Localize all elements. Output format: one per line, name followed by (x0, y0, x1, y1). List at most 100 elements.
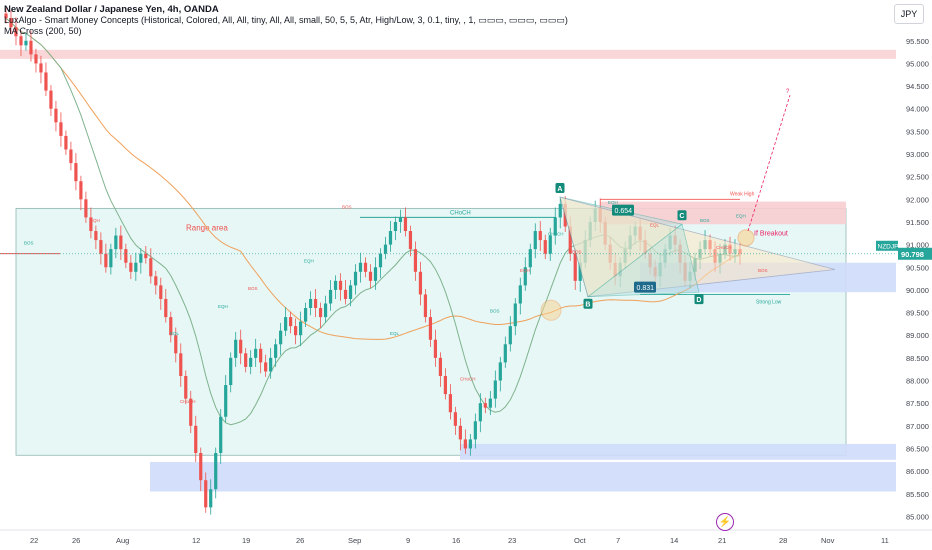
y-tick-label: 87.500 (906, 399, 929, 408)
candle-body (503, 344, 507, 363)
candle-body (358, 262, 363, 272)
candle-body (224, 385, 228, 417)
y-tick-label: 89.500 (906, 309, 929, 318)
candle-body (458, 425, 462, 440)
y-tick-label: 95.500 (906, 37, 929, 46)
candle-body (189, 398, 193, 426)
candle-body (269, 357, 273, 372)
candle-body (353, 271, 358, 286)
lightning-icon[interactable]: ⚡ (716, 513, 734, 531)
y-tick-label: 88.500 (906, 354, 929, 363)
candle-body (9, 18, 13, 28)
candle-body (313, 298, 318, 309)
x-tick-label: 28 (779, 536, 787, 545)
candle-body (19, 36, 23, 46)
symbol-badge (876, 240, 898, 251)
candle-body (523, 267, 527, 286)
breakout-circle (737, 229, 755, 247)
candle-body (448, 394, 452, 413)
smc-label: EQL (650, 222, 660, 227)
candle-body (229, 357, 233, 386)
candle-body (388, 231, 393, 245)
indicator-ma-legend[interactable]: MA Cross (200, 50) (4, 26, 82, 36)
low-demand-zone (150, 462, 896, 492)
candle-body (279, 330, 283, 345)
candle-body (274, 344, 278, 358)
candle-body (199, 452, 203, 481)
candle-body (498, 362, 502, 381)
candle-body (298, 321, 303, 336)
x-tick-label: Oct (574, 536, 587, 545)
harmonic-point-a: A (557, 186, 562, 193)
y-tick-label: 93.500 (906, 127, 929, 136)
candle-body (478, 403, 482, 422)
harmonic-point-c: C (679, 213, 684, 220)
candle-body (408, 231, 413, 250)
candle-body (558, 203, 562, 218)
y-tick-label: 85.500 (906, 490, 929, 499)
candle-body (289, 317, 293, 327)
ma-cross-circle (540, 299, 562, 321)
candle-body (204, 480, 208, 508)
candle-body (54, 108, 58, 123)
candle-body (508, 326, 512, 345)
candle-body (239, 339, 243, 354)
candle-body (259, 348, 263, 363)
candle-body (323, 303, 328, 318)
candle-body (463, 439, 467, 449)
candle-body (378, 253, 383, 268)
candle-body (244, 353, 248, 367)
candle-body (473, 421, 477, 440)
candle-body (294, 326, 298, 336)
candle-body (393, 221, 398, 232)
candle-body (44, 72, 48, 91)
harmonic-point-b: B (585, 302, 590, 309)
chart-legend: New Zealand Dollar / Japanese Yen, 4h, O… (4, 4, 568, 37)
indicator-smc-legend[interactable]: LuxAlgo - Smart Money Concepts (Historic… (4, 15, 568, 25)
smc-label: CHoCH (180, 399, 196, 404)
harmonic-point-a-badge (555, 183, 565, 194)
candle-body (284, 317, 288, 331)
choch-label: CHoCH (450, 210, 471, 216)
harmonic-point-d-badge (694, 294, 704, 305)
candle-body (438, 357, 443, 376)
candle-body (194, 425, 198, 453)
candle-body (578, 262, 582, 281)
symbol-title[interactable]: New Zealand Dollar / Japanese Yen, 4h, O… (4, 4, 219, 15)
smc-label: EQH (736, 213, 746, 218)
smc-label: BOS (572, 250, 582, 255)
y-tick-label: 92.000 (906, 195, 929, 204)
x-tick-label: Sep (348, 536, 361, 545)
x-tick-label: 19 (242, 536, 250, 545)
candle-body (79, 181, 83, 200)
y-tick-label: 85.000 (906, 512, 929, 521)
candle-body (249, 357, 253, 367)
smc-label: EQH (304, 259, 314, 264)
candle-body (348, 285, 353, 299)
candle-body (308, 298, 313, 309)
harmonic-ratio-badge (634, 281, 656, 293)
x-tick-label: 11 (881, 536, 889, 545)
harmonic-point-b-badge (583, 298, 593, 309)
smc-label: EQL (170, 331, 180, 336)
candle-body (413, 249, 418, 272)
x-tick-label: 26 (72, 536, 80, 545)
candle-body (528, 249, 532, 268)
y-tick-label: 91.000 (906, 241, 929, 250)
smc-label: CHoCH (460, 377, 476, 382)
candle-body (518, 285, 522, 304)
candle-body (254, 348, 258, 358)
candle-body (209, 489, 213, 508)
candle-body (174, 335, 178, 354)
candle-body (264, 362, 268, 372)
candle-body (234, 339, 238, 358)
x-tick-label: Nov (821, 536, 835, 545)
smc-label: BOS (758, 268, 768, 273)
projection-question: ? (786, 89, 790, 95)
candle-body (114, 235, 118, 250)
harmonic-ratio-badge (612, 204, 634, 216)
top-supply-zone (0, 49, 896, 59)
currency-button[interactable]: JPY (894, 4, 924, 24)
